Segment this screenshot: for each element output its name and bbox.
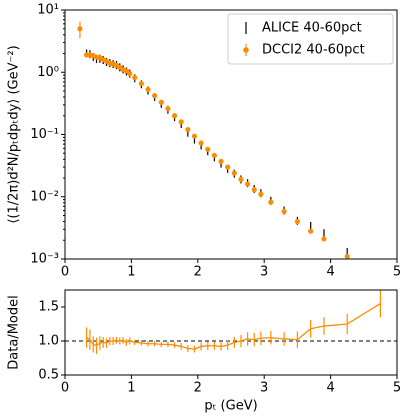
marker [205,146,211,152]
marker [238,176,244,182]
marker [127,71,133,77]
marker [225,164,231,170]
plot-area [65,290,397,354]
marker [185,126,191,133]
legend-box [227,13,394,65]
plot-area [77,21,350,259]
legend-label: DCCI2 40-60pct [262,43,365,58]
marker [258,191,264,197]
marker [171,113,178,119]
marker [191,133,198,139]
marker [211,152,217,159]
y-tick-label: 1.5 [38,300,59,315]
x-tick-label: 4 [326,381,334,396]
marker [251,187,257,193]
ratio-line [86,303,381,350]
marker [321,236,327,242]
y-tick-label: 10¹ [37,3,59,18]
marker [132,75,138,81]
y-axis-label: ⟨(1/2π)d²N/pₜdpₜdy⟩ (GeV⁻²) [7,45,22,223]
x-tick-label: 1 [127,265,135,280]
y-tick-label: 1.0 [38,334,59,349]
marker [178,119,184,125]
marker [231,170,237,176]
axes-frame [64,9,398,260]
legend-label: ALICE 40-60pct [262,21,362,36]
x-tick-label: 3 [260,381,268,396]
marker [218,158,224,164]
marker [138,80,144,87]
marker [308,228,314,234]
y-tick-label: 10⁻¹ [30,127,59,142]
y-tick-label: 10⁰ [37,65,59,80]
x-tick-label: 0 [61,381,69,396]
marker [145,86,151,93]
marker [268,199,274,205]
x-tick-label: 5 [393,265,401,280]
x-tick-label: 4 [326,265,334,280]
x-tick-label: 0 [61,265,69,280]
x-tick-label: 5 [393,381,401,396]
x-axis-label: pₜ (GeV) [204,399,257,414]
y-tick-label: 10⁻² [30,189,59,204]
x-tick-label: 1 [127,381,135,396]
marker [158,99,164,105]
marker [165,106,171,112]
marker [294,218,300,225]
marker [344,253,350,259]
marker [152,93,158,99]
x-tick-label: 2 [194,265,202,280]
marker [198,140,204,146]
marker [281,208,287,215]
x-tick-label: 3 [260,265,268,280]
marker [245,181,251,187]
y-tick-label: 0.5 [38,368,59,383]
y-tick-label: 10⁻³ [30,252,59,267]
x-tick-label: 2 [194,381,202,396]
marker [77,26,83,32]
axes-frame [64,289,398,376]
legend-marker [243,47,249,53]
y-axis-label: Data/Model [7,295,22,369]
